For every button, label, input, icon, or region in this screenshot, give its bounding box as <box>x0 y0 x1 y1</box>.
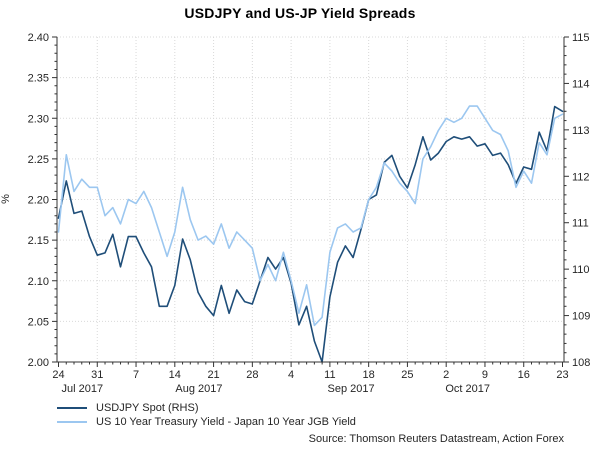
svg-text:25: 25 <box>401 369 413 381</box>
svg-text:21: 21 <box>207 369 219 381</box>
svg-text:2.10: 2.10 <box>28 276 49 288</box>
svg-text:Oct 2017: Oct 2017 <box>445 383 490 395</box>
series-line <box>57 105 564 363</box>
chart-title: USDJPY and US-JP Yield Spreads <box>184 5 416 21</box>
svg-text:11: 11 <box>324 369 335 381</box>
legend-item: US 10 Year Treasury Yield - Japan 10 Yea… <box>57 415 356 429</box>
svg-text:2.00: 2.00 <box>28 357 49 369</box>
svg-text:2.30: 2.30 <box>28 113 49 125</box>
svg-text:2.40: 2.40 <box>28 32 49 44</box>
svg-text:2: 2 <box>443 369 449 381</box>
svg-text:2.20: 2.20 <box>28 195 49 207</box>
legend-line-swatch <box>57 421 87 423</box>
svg-text:2.25: 2.25 <box>28 154 49 166</box>
svg-text:Jul 2017: Jul 2017 <box>62 383 104 395</box>
svg-text:16: 16 <box>518 369 530 381</box>
svg-text:14: 14 <box>169 369 181 381</box>
chart-legend: USDJPY Spot (RHS) US 10 Year Treasury Yie… <box>57 401 356 429</box>
svg-text:110: 110 <box>572 264 590 276</box>
legend-label: USDJPY Spot (RHS) <box>96 402 199 414</box>
svg-text:109: 109 <box>572 311 590 323</box>
svg-text:4: 4 <box>288 369 294 381</box>
svg-text:2.35: 2.35 <box>28 73 49 85</box>
legend-line-swatch <box>57 407 87 409</box>
svg-text:31: 31 <box>91 369 103 381</box>
svg-text:Sep 2017: Sep 2017 <box>328 383 375 395</box>
svg-text:115: 115 <box>572 32 590 44</box>
svg-text:108: 108 <box>572 357 590 369</box>
series-line <box>57 105 564 327</box>
svg-text:9: 9 <box>482 369 488 381</box>
svg-text:113: 113 <box>572 125 590 137</box>
svg-text:7: 7 <box>133 369 139 381</box>
svg-text:Aug 2017: Aug 2017 <box>175 383 222 395</box>
svg-text:112: 112 <box>572 171 590 183</box>
svg-text:24: 24 <box>52 369 64 381</box>
svg-text:18: 18 <box>363 369 375 381</box>
svg-text:114: 114 <box>572 78 590 90</box>
left-axis-unit-label: % <box>0 194 12 204</box>
legend-label: US 10 Year Treasury Yield - Japan 10 Yea… <box>96 416 356 428</box>
svg-text:2.05: 2.05 <box>28 316 49 328</box>
source-attribution: Source: Thomson Reuters Datastream, Acti… <box>308 433 564 445</box>
svg-text:23: 23 <box>556 369 568 381</box>
svg-text:111: 111 <box>572 218 589 230</box>
legend-item: USDJPY Spot (RHS) <box>57 401 356 415</box>
svg-text:28: 28 <box>246 369 258 381</box>
svg-text:2.15: 2.15 <box>28 235 49 247</box>
